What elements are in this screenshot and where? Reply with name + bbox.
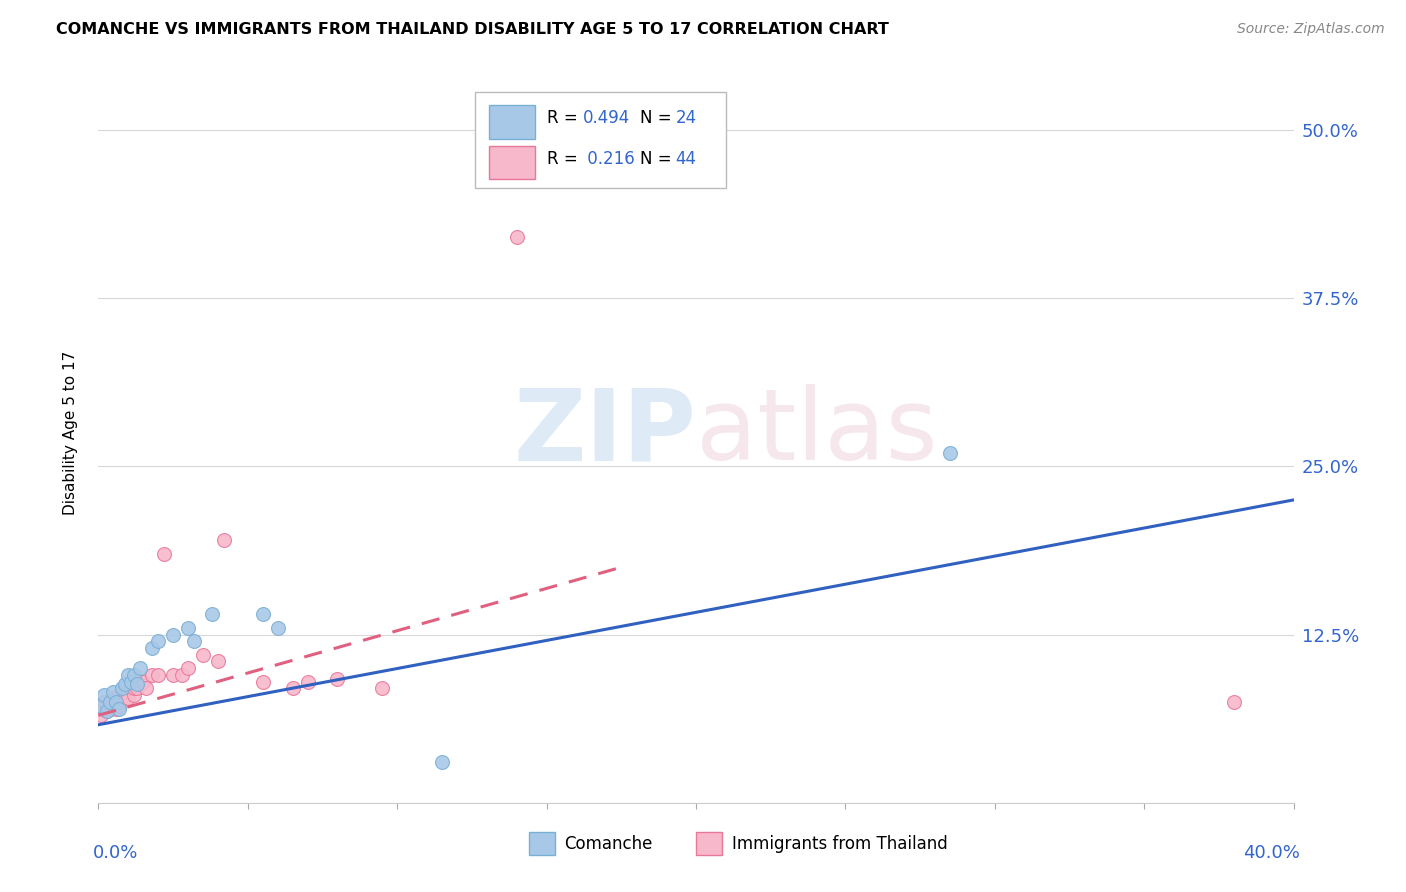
Point [124,688,146,702]
Point [98,701,122,715]
Point [148,634,170,648]
Point [111,685,134,699]
Point [267,621,290,635]
Point [177,621,200,635]
Point [141,668,163,682]
Point [117,685,139,699]
Point [105,695,128,709]
Text: COMANCHE VS IMMIGRANTS FROM THAILAND DISABILITY AGE 5 TO 17 CORRELATION CHART: COMANCHE VS IMMIGRANTS FROM THAILAND DIS… [56,22,889,37]
Point [117,690,139,705]
FancyBboxPatch shape [529,832,555,855]
Point [124,668,146,682]
Point [148,668,170,682]
Text: Source: ZipAtlas.com: Source: ZipAtlas.com [1237,22,1385,37]
Point [124,681,146,696]
Point [506,230,529,244]
Point [93,701,115,715]
Point [127,681,149,696]
Text: 0.216: 0.216 [582,150,636,168]
Point [371,681,394,696]
Point [172,668,194,682]
Text: R =: R = [547,150,582,168]
Point [1223,695,1246,709]
Point [281,681,304,696]
Text: ZIP: ZIP [513,384,696,481]
Point [129,661,152,675]
Point [127,674,149,689]
Point [114,690,136,705]
Text: atlas: atlas [696,384,938,481]
Point [207,655,229,669]
Point [177,661,200,675]
Point [132,674,155,689]
Text: Comanche: Comanche [565,835,652,853]
Point [135,681,157,696]
FancyBboxPatch shape [489,146,534,179]
Point [127,677,149,691]
Point [939,446,962,460]
Text: 44: 44 [676,150,696,168]
Text: 40.0%: 40.0% [1243,844,1299,862]
Point [90,698,112,713]
Point [120,681,142,696]
Point [120,674,142,689]
Point [201,607,224,622]
Point [114,677,136,691]
Point [162,668,184,682]
Point [120,677,142,691]
Point [98,695,122,709]
Point [108,698,131,713]
Point [252,607,274,622]
Text: Immigrants from Thailand: Immigrants from Thailand [733,835,948,853]
Point [105,695,128,709]
Text: 0.494: 0.494 [582,109,630,127]
Point [96,704,118,718]
Point [114,688,136,702]
Point [111,681,134,696]
Point [141,640,163,655]
Text: N =: N = [640,109,676,127]
Point [93,688,115,702]
Point [212,533,235,548]
Point [162,627,184,641]
Text: 24: 24 [676,109,697,127]
Text: N =: N = [640,150,676,168]
Point [111,695,134,709]
FancyBboxPatch shape [475,92,725,188]
Point [297,674,319,689]
Point [108,701,131,715]
Point [105,701,128,715]
Point [103,685,125,699]
Point [153,547,176,561]
Text: R =: R = [547,109,582,127]
Y-axis label: Disability Age 5 to 17: Disability Age 5 to 17 [63,351,77,515]
Point [98,695,122,709]
Point [252,674,274,689]
Point [90,708,112,723]
FancyBboxPatch shape [489,105,534,138]
FancyBboxPatch shape [696,832,723,855]
Text: 0.0%: 0.0% [93,844,138,862]
Point [117,668,139,682]
Point [96,698,118,713]
Point [103,690,125,705]
Point [430,756,453,770]
Point [326,672,349,686]
Point [108,688,131,702]
Point [93,695,115,709]
Point [129,677,152,691]
Point [96,704,118,718]
Point [103,698,125,713]
Point [191,648,214,662]
Point [183,634,205,648]
